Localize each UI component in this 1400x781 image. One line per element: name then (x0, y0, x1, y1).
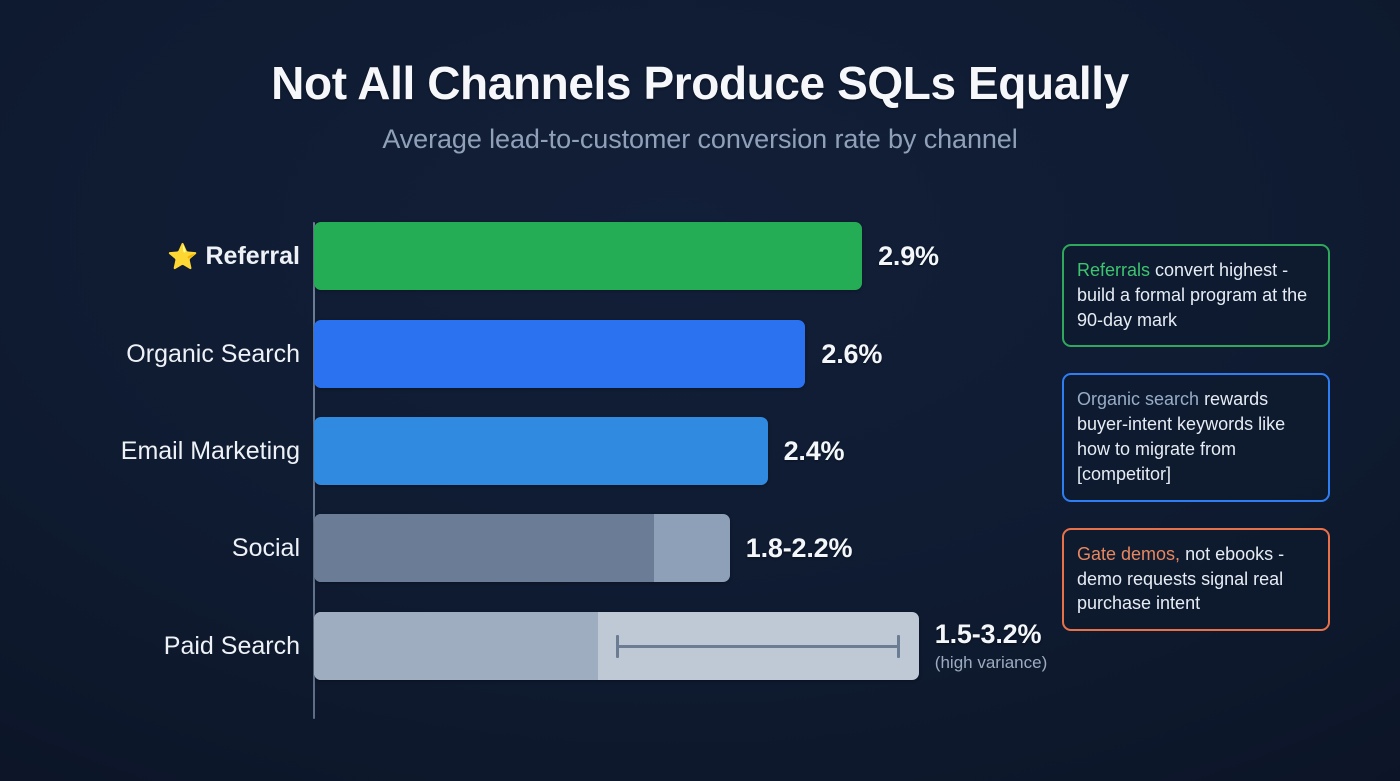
bar-category-label: Social (232, 514, 300, 582)
annotation-body-text: not ebooks - demo requests signal real p… (1077, 543, 1285, 614)
bar-category-text: Referral (205, 242, 301, 270)
bar-value-note: (high variance) (934, 653, 1048, 672)
bar-value-text: 2.4% (783, 435, 845, 466)
chart-header: Not All Channels Produce SQLs Equally Av… (0, 0, 1400, 155)
bar-value-text: 2.9% (878, 240, 939, 271)
star-icon: ⭐ (167, 243, 199, 271)
bar-row: Organic Search 2.6% (0, 320, 1030, 388)
bar (314, 417, 768, 485)
bar-value-text: 2.6% (821, 338, 883, 369)
bar-value-label: 2.4% (784, 417, 845, 485)
bar-category-text: Organic Search (126, 340, 300, 368)
bar (314, 320, 806, 388)
error-bar (616, 635, 900, 658)
bar-row: ⭐ Referral 2.9% (0, 222, 1030, 290)
bar (314, 222, 863, 290)
bar-value-text: 1.5-3.2% (934, 619, 1042, 649)
bar-value-text: 1.8-2.2% (745, 532, 853, 563)
bar-value-label: 2.6% (821, 320, 882, 388)
bar-track (314, 417, 768, 485)
bar-track (314, 320, 806, 388)
annotation-body-text: rewards buyer-intent keywords like how t… (1077, 389, 1286, 484)
bar-row: Email Marketing 2.4% (0, 417, 1030, 485)
bar-value-label: 2.9% (878, 222, 939, 290)
annotation-cards: Referrals convert highest - build a form… (1062, 244, 1330, 657)
page-title: Not All Channels Produce SQLs Equally (271, 57, 1129, 109)
bar-category-text: Email Marketing (120, 437, 300, 465)
annotation-lead-text: Referrals (1077, 260, 1151, 280)
bar-category-label: Email Marketing (121, 417, 300, 485)
bar-row: Social 1.8-2.2% (0, 514, 1030, 582)
error-bar-cap-left (616, 635, 620, 658)
bar-track (314, 514, 730, 582)
bar-value-label: 1.5-3.2% (high variance) (935, 612, 1047, 680)
bar-track (314, 612, 919, 680)
bar-chart-plot-area: ⭐ Referral 2.9% Organic Search 2.6% Email Mar… (0, 215, 1047, 725)
bar-row: Paid Search 1.5-3.2% (high variance) (0, 612, 1047, 680)
annotation-lead-text: Organic search (1077, 389, 1200, 410)
bar-track (314, 222, 863, 290)
bar-category-text: Social (231, 534, 300, 562)
bar-category-label: Paid Search (164, 612, 300, 680)
annotation-lead-text: Gate demos, (1077, 543, 1181, 564)
bar-category-text: Paid Search (163, 632, 300, 660)
bar-category-label: ⭐ Referral (167, 222, 300, 290)
bar-value-label: 1.8-2.2% (745, 514, 853, 582)
annotation-card: Referrals convert highest - build a form… (1062, 244, 1330, 348)
bar-range-low-segment (314, 514, 655, 582)
bar-range-low-segment (314, 612, 598, 680)
error-bar-cap-right (896, 635, 900, 658)
chart-subtitle: Average lead-to-customer conversion rate… (382, 123, 1018, 154)
annotation-card: Gate demos, not ebooks - demo requests s… (1062, 527, 1330, 632)
bar-category-label: Organic Search (126, 320, 300, 388)
annotation-card: Organic search rewards buyer-intent keyw… (1062, 373, 1330, 502)
annotation-body-text: convert highest - build a formal program… (1077, 260, 1308, 330)
